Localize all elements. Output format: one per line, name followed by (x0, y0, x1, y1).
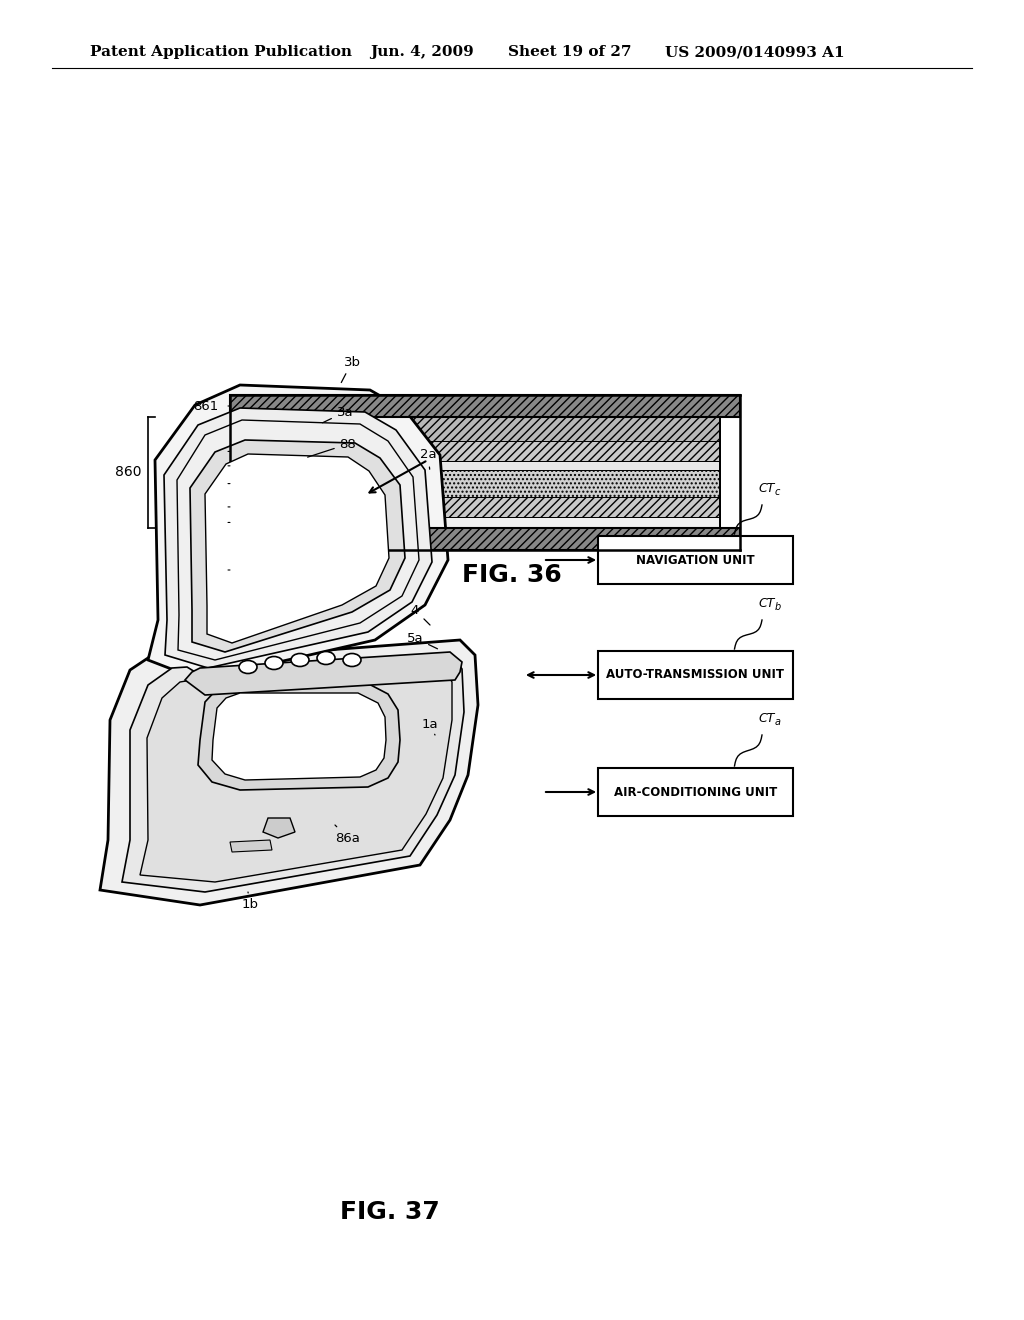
Text: AUTO-TRANSMISSION UNIT: AUTO-TRANSMISSION UNIT (606, 668, 784, 681)
Polygon shape (100, 640, 478, 906)
Text: 1a: 1a (422, 718, 438, 735)
Polygon shape (198, 682, 400, 789)
Ellipse shape (239, 660, 257, 673)
Bar (230, 441, 720, 462)
Text: 2a: 2a (420, 449, 436, 469)
Polygon shape (190, 440, 406, 652)
Text: a: a (775, 717, 781, 727)
Text: AIR-CONDITIONING UNIT: AIR-CONDITIONING UNIT (613, 785, 777, 799)
Bar (598, 651, 793, 700)
Ellipse shape (265, 656, 283, 669)
Polygon shape (263, 818, 295, 838)
Text: 861: 861 (193, 400, 218, 412)
Polygon shape (205, 454, 389, 643)
Text: FIG. 36: FIG. 36 (462, 564, 562, 587)
Polygon shape (230, 840, 272, 851)
Text: 3a: 3a (323, 405, 353, 422)
Text: b: b (775, 602, 781, 612)
Bar (230, 395, 740, 417)
Text: 863: 863 (193, 459, 218, 473)
Text: 88: 88 (307, 437, 356, 457)
Text: 862: 862 (193, 445, 218, 458)
Polygon shape (148, 385, 449, 680)
Bar (230, 417, 720, 441)
Text: US 2009/0140993 A1: US 2009/0140993 A1 (665, 45, 845, 59)
Text: 86a: 86a (335, 825, 360, 845)
Text: c: c (775, 487, 780, 498)
Bar (230, 470, 720, 496)
Bar (230, 462, 720, 470)
Text: NAVIGATION UNIT: NAVIGATION UNIT (636, 553, 755, 566)
Text: 3b: 3b (341, 355, 360, 383)
Polygon shape (185, 652, 462, 696)
Text: 4: 4 (411, 603, 430, 626)
Text: Sheet 19 of 27: Sheet 19 of 27 (508, 45, 632, 59)
Text: 1b: 1b (242, 892, 258, 912)
Ellipse shape (291, 653, 309, 667)
Text: 866: 866 (193, 516, 218, 529)
Text: CT: CT (758, 482, 774, 495)
Polygon shape (122, 655, 464, 892)
Polygon shape (140, 668, 452, 882)
Text: Jun. 4, 2009: Jun. 4, 2009 (370, 45, 474, 59)
Text: CT: CT (758, 597, 774, 610)
Polygon shape (177, 420, 419, 660)
Bar (230, 528, 740, 550)
Bar (230, 496, 720, 517)
Text: Patent Application Publication: Patent Application Publication (90, 45, 352, 59)
Bar (230, 517, 720, 528)
Text: 860: 860 (116, 466, 142, 479)
Bar (598, 536, 793, 583)
Text: 864: 864 (193, 477, 218, 490)
Text: CT: CT (758, 711, 774, 725)
Ellipse shape (343, 653, 361, 667)
Bar (598, 768, 793, 816)
Polygon shape (164, 408, 432, 668)
Text: FIG. 37: FIG. 37 (340, 1200, 440, 1224)
Ellipse shape (317, 652, 335, 664)
Polygon shape (212, 693, 386, 780)
Text: 867: 867 (193, 564, 218, 577)
Text: 865: 865 (193, 500, 218, 513)
Text: 5a: 5a (407, 631, 437, 649)
